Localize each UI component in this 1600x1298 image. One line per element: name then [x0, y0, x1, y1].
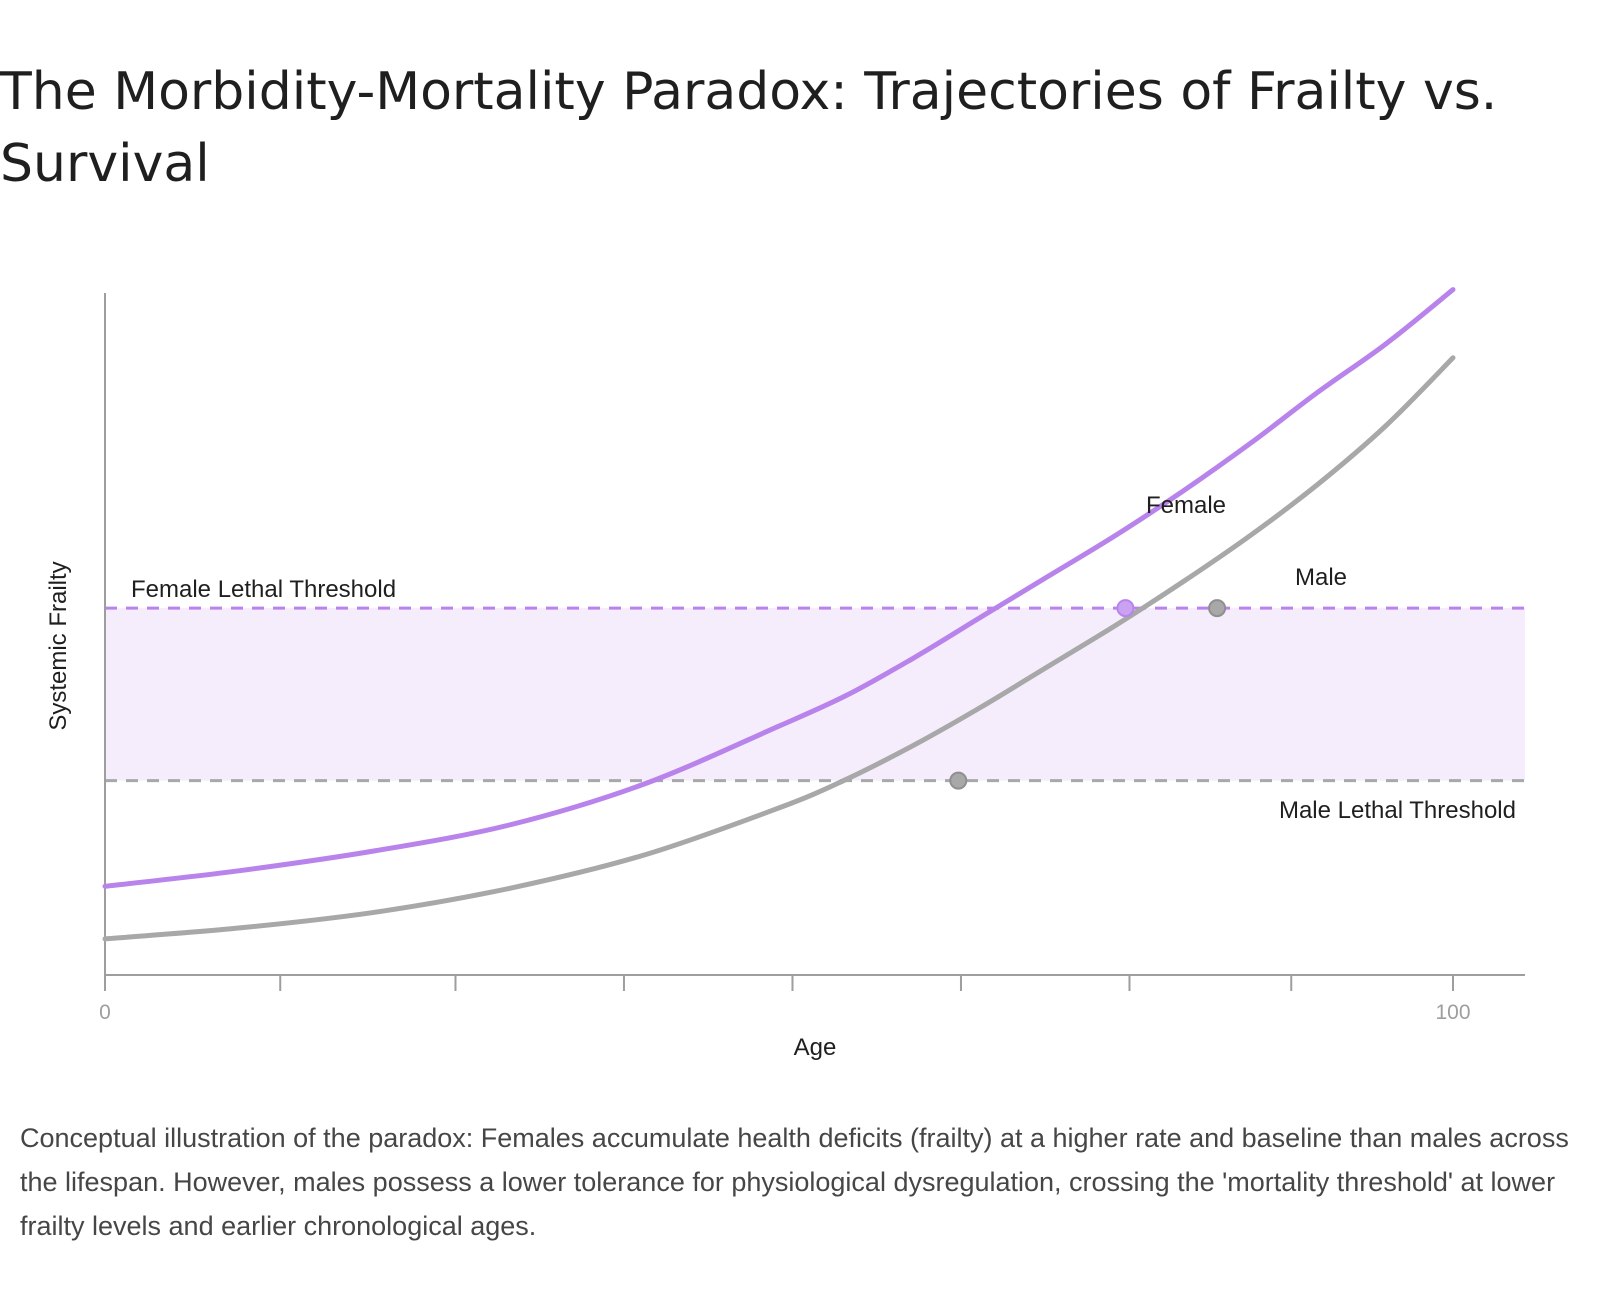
- series-label-male: Male: [1295, 564, 1347, 591]
- chart-title: The Morbidity-Mortality Paradox: Traject…: [0, 62, 1498, 194]
- x-tick-label: 100: [1435, 1001, 1470, 1024]
- threshold-band: [105, 608, 1525, 781]
- frailty-chart: 0 100 Female Male Female Lethal Threshold…: [45, 287, 1525, 1061]
- series-line-male: [102, 355, 1456, 942]
- series-line-female: [102, 287, 1456, 889]
- female-threshold-label: Female Lethal Threshold: [131, 576, 396, 603]
- threshold-crossing-point-male: [1208, 599, 1227, 618]
- male-threshold-label: Male Lethal Threshold: [1279, 797, 1516, 824]
- chart-caption: Conceptual illustration of the paradox: …: [20, 1123, 1569, 1241]
- x-axis-label: Age: [794, 1034, 837, 1061]
- x-tick-label: 0: [99, 1001, 111, 1024]
- series-label-female: Female: [1146, 492, 1226, 519]
- threshold-crossing-point-male: [949, 771, 968, 790]
- threshold-crossing-point-female: [1116, 599, 1135, 618]
- y-axis-label: Systemic Frailty: [45, 561, 72, 730]
